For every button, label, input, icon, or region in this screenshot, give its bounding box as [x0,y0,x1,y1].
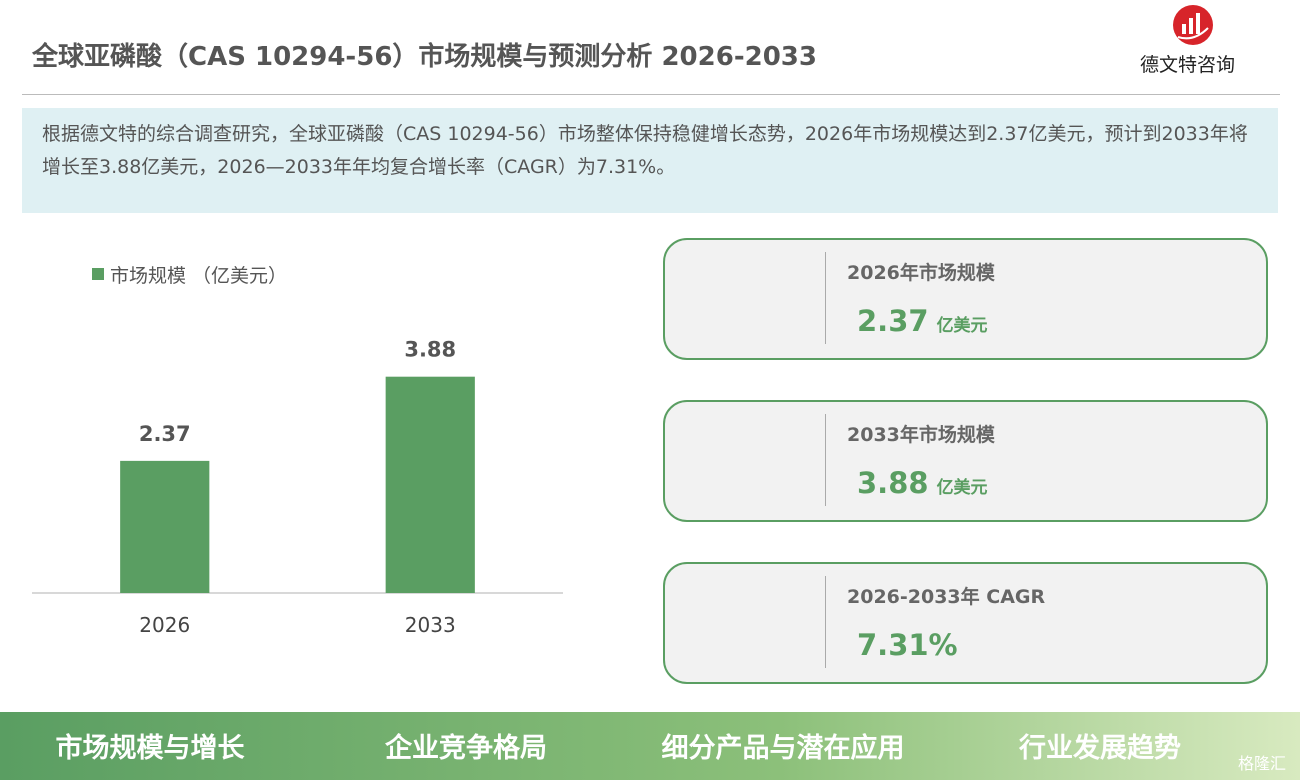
x-tick-label: 2026 [139,613,190,637]
logo-text: 德文特咨询 [1140,54,1236,76]
data-label: 2.37 [139,422,191,446]
footer-bar: 格隆汇 市场规模与增长 企业竞争格局 细分产品与潜在应用 行业发展趋势 [0,712,1300,780]
logo-icon [1173,5,1213,45]
footer-tab[interactable]: 市场规模与增长 [55,733,245,764]
card-value-group: 7.31% [857,628,958,662]
card-divider [825,252,826,344]
footer-tab[interactable]: 企业竞争格局 [385,733,547,764]
card-value-group: 3.88 亿美元 [857,466,988,500]
watermark: 格隆汇 [1237,754,1286,773]
legend-swatch [92,268,104,280]
summary: 根据德文特的综合调查研究，全球亚磷酸（CAS 10294-56）市场整体保持稳健… [22,108,1278,213]
card-divider [825,414,826,506]
card-label: 2026-2033年 CAGR [847,586,1046,608]
card-divider [825,576,826,668]
title: 全球亚磷酸（CAS 10294-56）市场规模与预测分析 2026-2033 [32,42,817,72]
legend-label: 市场规模 （亿美元） [110,265,287,287]
bar [385,376,475,593]
footer-tab[interactable]: 细分产品与潜在应用 [661,733,905,764]
card-unit: 亿美元 [936,316,988,336]
card-label: 2026年市场规模 [847,262,995,284]
card-value: 3.88 [857,466,929,500]
footer-tab[interactable]: 行业发展趋势 [1019,733,1181,764]
card-unit: 亿美元 [936,478,988,498]
stat-card: 2033年市场规模 3.88 亿美元 [663,400,1268,522]
stat-card: 2026年市场规模 2.37 亿美元 [663,238,1268,360]
card-label: 2033年市场规模 [847,424,995,446]
bar [120,460,210,593]
data-label: 3.88 [404,338,456,362]
divider [22,94,1280,95]
card-value: 7.31% [857,628,958,662]
card-value-group: 2.37 亿美元 [857,304,988,338]
card-value: 2.37 [857,304,929,338]
x-tick-label: 2033 [405,613,456,637]
stat-card: 2026-2033年 CAGR 7.31% [663,562,1268,684]
chart: 市场规模 （亿美元） 2.37 2026 3.88 2033 [32,265,563,637]
